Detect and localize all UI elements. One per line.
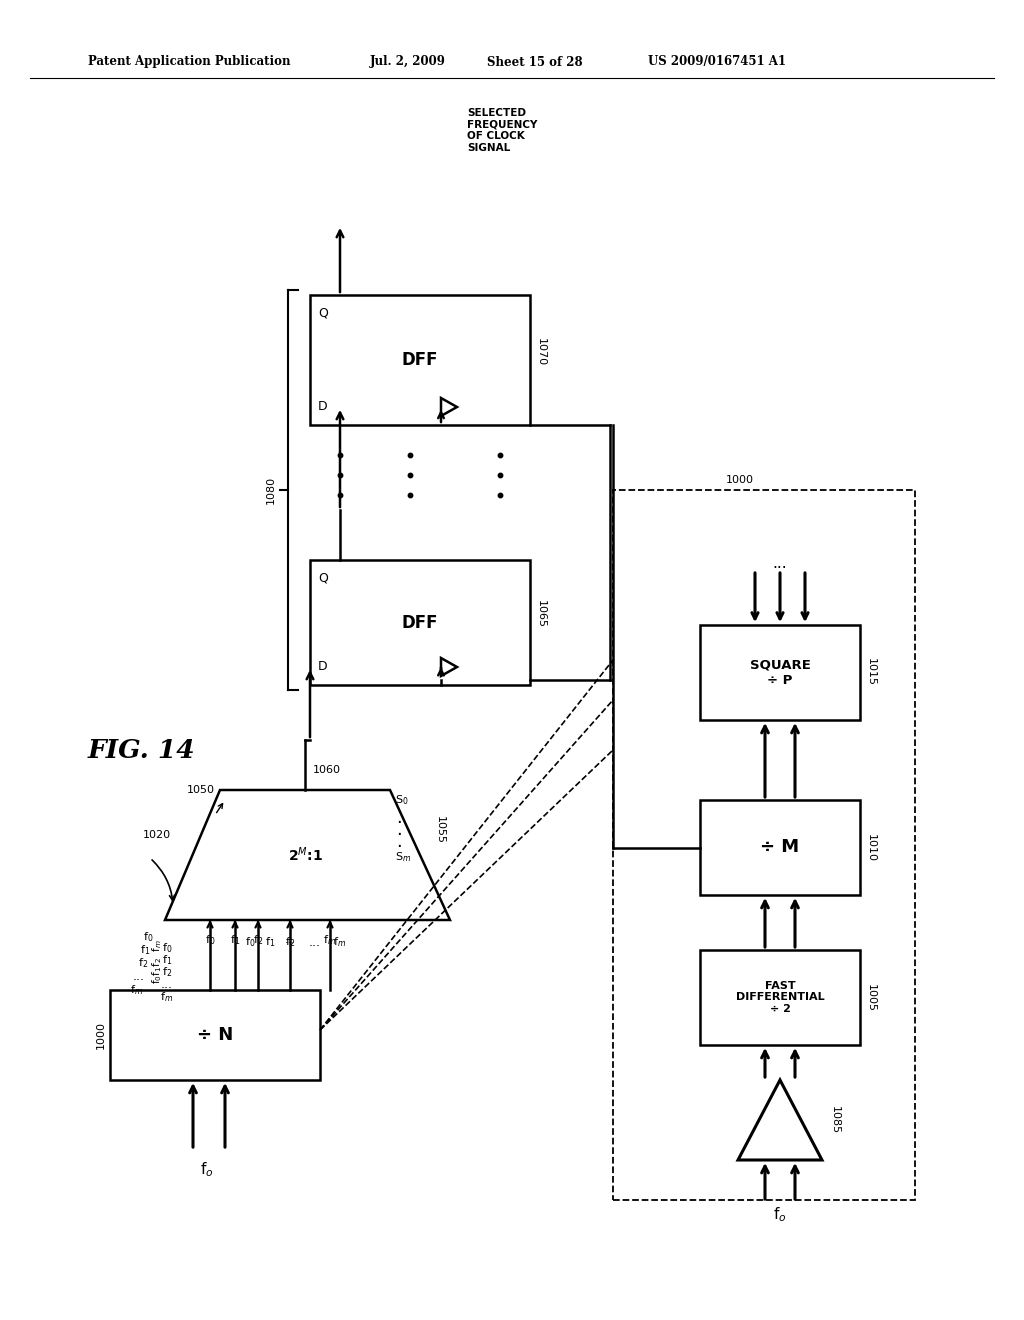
Text: .: . [396,821,401,840]
Text: Q: Q [318,572,328,585]
Text: 1060: 1060 [313,766,341,775]
Text: ...: ... [309,936,321,949]
Text: FIG. 14: FIG. 14 [88,738,196,763]
Bar [110,990,319,1080]
Text: ...: ... [285,935,296,945]
Text: f$_1$: f$_1$ [140,942,151,957]
Text: ...: ... [773,556,787,570]
Text: f$_m$: f$_m$ [324,933,337,946]
Text: .: . [396,809,401,828]
Text: f$_o$: f$_o$ [201,1160,214,1179]
Text: ...: ... [161,978,173,990]
Bar [700,624,860,719]
Polygon shape [165,789,450,920]
Text: f$_2$: f$_2$ [138,956,148,970]
Text: DFF: DFF [401,614,438,631]
Text: 1015: 1015 [866,659,876,686]
Text: f$_o$: f$_o$ [773,1205,786,1225]
Text: S$_0$: S$_0$ [395,793,409,807]
Text: US 2009/0167451 A1: US 2009/0167451 A1 [648,55,786,69]
Text: 1080: 1080 [266,477,276,504]
Text: 1010: 1010 [866,833,876,862]
Text: 1000: 1000 [726,475,754,484]
Text: 2$^M$:1: 2$^M$:1 [288,846,323,865]
Text: f$_2$: f$_2$ [285,935,295,949]
Text: 1065: 1065 [536,601,546,628]
Text: 1055: 1055 [435,816,445,843]
Polygon shape [441,399,457,416]
Text: ...: ... [133,969,145,982]
Bar [700,800,860,895]
Text: .: . [396,833,401,851]
Text: f$_m$: f$_m$ [161,990,173,1005]
Text: ÷ N: ÷ N [197,1026,233,1044]
Text: Patent Application Publication: Patent Application Publication [88,55,291,69]
Bar [310,560,530,685]
Text: 1020: 1020 [143,830,171,840]
Text: DFF: DFF [401,351,438,370]
Bar [310,294,530,425]
Text: f$_2$: f$_2$ [253,933,263,946]
Text: Jul. 2, 2009: Jul. 2, 2009 [370,55,445,69]
Text: f$_0$: f$_0$ [143,931,154,944]
Text: SQUARE
÷ P: SQUARE ÷ P [750,659,810,686]
Bar [613,490,915,1200]
Text: 1085: 1085 [830,1106,840,1134]
Text: S$_m$: S$_m$ [395,850,412,863]
Text: D: D [318,400,328,413]
Text: Q: Q [318,306,328,319]
Bar [700,950,860,1045]
Text: f$_1$: f$_1$ [265,935,275,949]
Text: f$_0$: f$_0$ [162,941,172,954]
Text: f$_m$: f$_m$ [130,983,143,997]
Text: 1070: 1070 [536,338,546,366]
Text: SELECTED
FREQUENCY
OF CLOCK
SIGNAL: SELECTED FREQUENCY OF CLOCK SIGNAL [467,108,538,153]
Text: Sheet 15 of 28: Sheet 15 of 28 [487,55,583,69]
Polygon shape [441,657,457,676]
Text: 1000: 1000 [96,1020,106,1049]
Text: D: D [318,660,328,673]
Text: 1050: 1050 [187,785,215,795]
Text: FAST
DIFFERENTIAL
÷ 2: FAST DIFFERENTIAL ÷ 2 [735,981,824,1014]
Text: f$_2$: f$_2$ [162,965,172,979]
Text: f$_1$: f$_1$ [162,953,172,966]
Text: ÷ M: ÷ M [761,838,800,857]
Text: f$_0$: f$_0$ [245,935,255,949]
Text: 1005: 1005 [866,983,876,1011]
Text: f$_0$: f$_0$ [205,933,215,946]
Text: f$_1$: f$_1$ [229,933,240,946]
Text: f$_0$f$_1$f$_2$  f$_m$: f$_0$f$_1$f$_2$ f$_m$ [150,940,164,985]
Text: f$_m$: f$_m$ [334,935,346,949]
Polygon shape [738,1080,822,1160]
